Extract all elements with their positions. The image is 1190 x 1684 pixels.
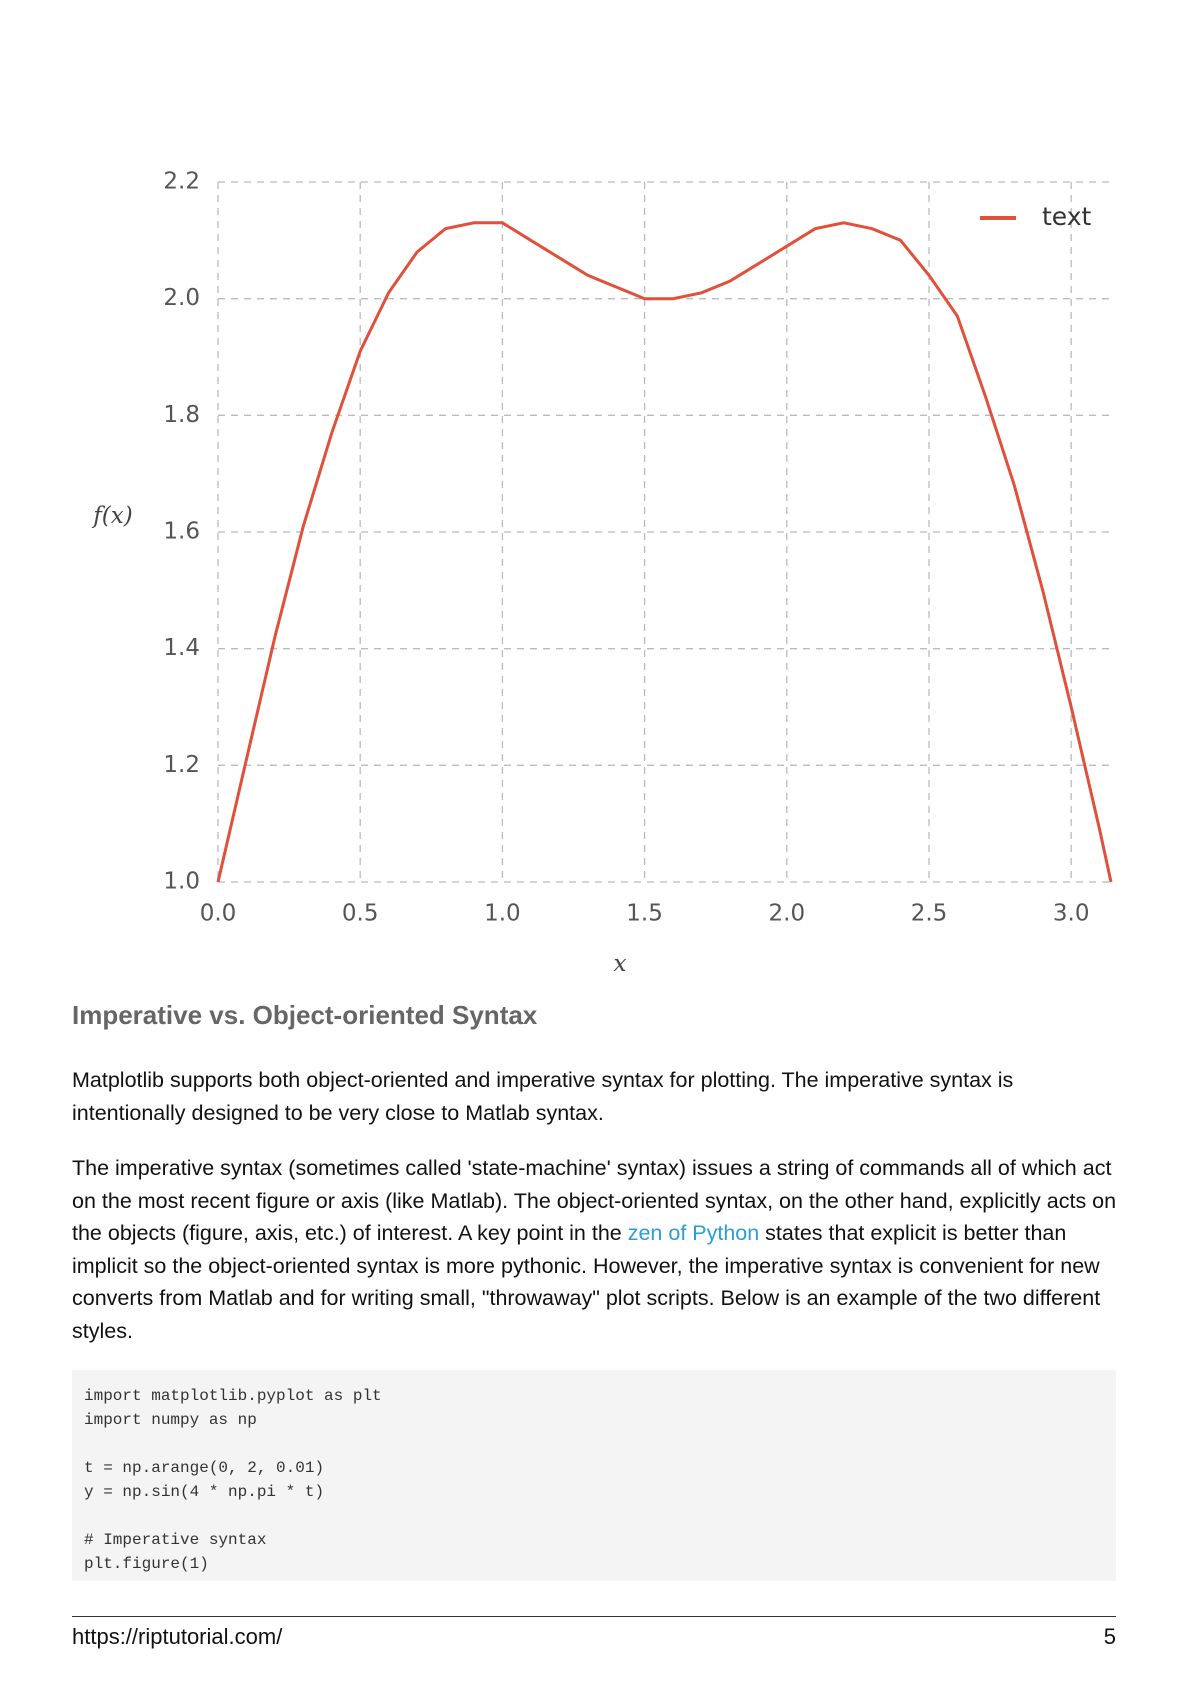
y-tick-label: 1.6 xyxy=(163,519,200,545)
page-number: 5 xyxy=(1103,1624,1116,1649)
line xyxy=(216,221,1113,883)
code-line: import numpy as np xyxy=(84,1411,257,1429)
y-tick-label: 2.2 xyxy=(163,169,200,195)
footer-url: https://riptutorial.com/ xyxy=(72,1624,283,1649)
legend-label: text xyxy=(1042,202,1092,231)
code-line: y = np.sin(4 * np.pi * t) xyxy=(84,1483,325,1501)
x-tick-label: 3.0 xyxy=(1053,901,1090,927)
code-line: import matplotlib.pyplot as plt xyxy=(84,1387,382,1405)
code-line: t = np.arange(0, 2, 0.01) xyxy=(84,1459,325,1477)
text: The imperative syntax (sometimes called … xyxy=(72,1156,1117,1245)
code-line: plt.figure(1) xyxy=(84,1555,209,1573)
text: Matplotlib supports both object-oriented… xyxy=(72,1068,1014,1125)
y-axis-label: f(x) xyxy=(91,503,132,529)
y-tick-label: 1.2 xyxy=(163,752,200,778)
x-tick-label: 1.5 xyxy=(626,901,663,927)
x-tick-label: 2.0 xyxy=(769,901,806,927)
code-block: import matplotlib.pyplot as plt import nu… xyxy=(72,1370,1116,1581)
x-axis-label: x xyxy=(614,951,627,977)
heading: Imperative vs. Object-oriented Syntax xyxy=(72,1000,538,1030)
x-tick-label: 0.0 xyxy=(200,901,237,927)
y-tick-label: 2.0 xyxy=(163,285,200,311)
paragraph: Matplotlib supports both object-oriented… xyxy=(72,1064,1122,1129)
code-group: t = np.arange(0, 2, 0.01) y = np.sin(4 * … xyxy=(84,1456,1104,1504)
code-group: import matplotlib.pyplot as plt import nu… xyxy=(84,1384,1104,1432)
y-tick-label: 1.0 xyxy=(163,869,200,895)
y-tick-label: 1.4 xyxy=(163,635,200,661)
x-tick-label: 2.5 xyxy=(911,901,948,927)
link[interactable]: zen of Python xyxy=(627,1221,760,1245)
code-group: # Imperative syntax plt.figure(1) xyxy=(84,1528,1104,1576)
code-line: # Imperative syntax xyxy=(84,1531,267,1549)
y-tick-label: 1.8 xyxy=(163,402,200,428)
x-tick-label: 0.5 xyxy=(342,901,379,927)
text: states that explicit is better than impl… xyxy=(72,1221,1101,1343)
chart: x f(x) 1.0 1.2 1.4 1.6 1.8 2.0 2.2 0.0 0.5 1.0 1.5… xyxy=(91,169,1113,977)
x-tick-label: 1.0 xyxy=(484,901,521,927)
footer-rule xyxy=(72,1616,1116,1617)
paragraph: The imperative syntax (sometimes called … xyxy=(72,1152,1122,1347)
